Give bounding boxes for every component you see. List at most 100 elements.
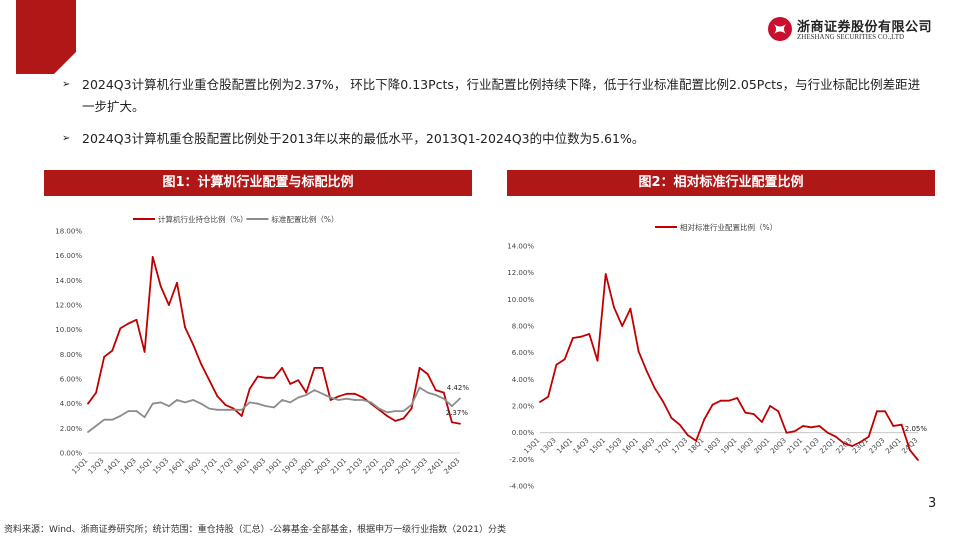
data-point (362, 399, 364, 401)
series-1 (87, 256, 461, 425)
y-tick-label: 2.00% (512, 403, 535, 411)
corner-decoration (16, 0, 76, 74)
x-tick-label: 15Q1 (588, 436, 607, 455)
data-point (410, 407, 413, 410)
x-tick-label: 20Q3 (313, 457, 332, 476)
data-point (216, 395, 219, 398)
data-point (826, 431, 829, 434)
data-point (200, 402, 203, 405)
data-point (418, 367, 421, 369)
data-point (563, 358, 566, 361)
y-tick-label: 16.00% (55, 252, 82, 260)
x-tick-label: 24Q3 (900, 436, 919, 455)
x-tick-label: 24Q3 (442, 457, 461, 476)
data-point (426, 391, 429, 394)
x-tick-label: 16Q3 (184, 457, 203, 476)
data-point (329, 396, 332, 399)
data-point (337, 395, 340, 398)
y-tick-label: 14.00% (55, 277, 82, 285)
data-point (111, 418, 114, 421)
x-tick-label: 21Q1 (785, 436, 804, 455)
x-tick-label: 13Q1 (70, 457, 89, 476)
data-point (87, 402, 89, 405)
data-point (580, 335, 582, 338)
data-point (289, 401, 292, 404)
data-point (127, 410, 130, 412)
data-point (378, 407, 381, 410)
data-point (613, 306, 615, 309)
x-tick-label: 21Q3 (802, 436, 821, 455)
data-point (176, 399, 178, 401)
data-point (95, 391, 97, 394)
bullet-arrow-icon: ➢ (62, 133, 71, 144)
data-point (313, 389, 316, 391)
data-point (810, 426, 813, 429)
end-value-label: 4.42% (447, 384, 470, 392)
data-point (588, 333, 591, 335)
data-point (670, 417, 673, 419)
x-tick-label: 22Q1 (818, 436, 837, 455)
data-point (539, 401, 541, 403)
data-point (208, 407, 211, 410)
data-point (265, 376, 267, 379)
x-tick-label: 20Q1 (297, 457, 316, 476)
y-tick-label: 18.00% (55, 228, 82, 236)
data-point (248, 401, 251, 404)
data-point (273, 406, 275, 409)
data-point (687, 434, 689, 437)
data-point (402, 410, 405, 412)
x-tick-label: 15Q1 (135, 457, 154, 476)
brand-name-cn: 浙商证券股份有限公司 (797, 20, 933, 35)
x-tick-label: 15Q3 (151, 457, 170, 476)
data-point (459, 422, 461, 425)
data-point (192, 399, 195, 401)
data-point (752, 413, 755, 415)
y-tick-label: 8.00% (60, 351, 83, 359)
data-point (662, 401, 665, 403)
y-tick-label: -4.00% (509, 483, 534, 491)
data-point (418, 386, 421, 389)
data-point (884, 410, 887, 413)
data-point (629, 307, 632, 310)
data-point (143, 350, 146, 353)
bullet-text-2: 2024Q3计算机重仓股配置比例处于2013年以来的最低水平，2013Q1-20… (82, 131, 645, 146)
data-point (843, 442, 845, 445)
data-point (719, 399, 722, 402)
data-point (386, 411, 389, 414)
data-point (329, 399, 332, 401)
series-1 (539, 273, 919, 461)
data-point (240, 415, 243, 417)
series-line (87, 256, 461, 425)
bullet-text-1: 2024Q3计算机行业重仓股配置比例为2.37%， 环比下降0.13Pcts，行… (82, 77, 921, 114)
data-point (571, 337, 574, 339)
data-point (434, 394, 437, 396)
data-point (876, 410, 878, 413)
x-tick-label: 20Q1 (752, 436, 771, 455)
x-tick-label: 21Q1 (329, 457, 348, 476)
data-point (459, 397, 461, 400)
data-point (769, 405, 771, 407)
bullet-list: ➢ 2024Q3计算机行业重仓股配置比例为2.37%， 环比下降0.13Pcts… (62, 74, 932, 160)
data-point (654, 387, 656, 390)
x-tick-label: 19Q1 (720, 436, 739, 455)
left-line-chart: 计算机行业持仓比例（%） 标准配置比例（%） 0.00% 2.00% 4.00% 6.00… (55, 214, 470, 476)
data-point (703, 418, 706, 421)
x-tick-label: 13Q3 (539, 436, 558, 455)
data-point (265, 405, 267, 408)
y-tick-label: 6.00% (60, 376, 83, 384)
right-line-chart: 相对标准行业配置比例（%） -4.00% -2.00% 0.00% 2.00% 4.00%… (507, 222, 927, 491)
data-point (127, 322, 130, 325)
x-tick-label: 22Q1 (362, 457, 381, 476)
data-point (434, 389, 437, 391)
data-point (645, 370, 648, 373)
x-tick-label: 19Q3 (736, 436, 755, 455)
data-point (793, 430, 796, 433)
data-point (604, 273, 607, 275)
data-point (216, 408, 219, 411)
y-tick-label: 12.00% (507, 269, 534, 277)
x-tick-label: 22Q3 (378, 457, 397, 476)
right-chart-title: 图2：相对标准行业配置比例 (507, 170, 935, 196)
data-point (103, 418, 106, 421)
y-tick-label: 10.00% (55, 326, 82, 334)
data-point (103, 355, 106, 358)
